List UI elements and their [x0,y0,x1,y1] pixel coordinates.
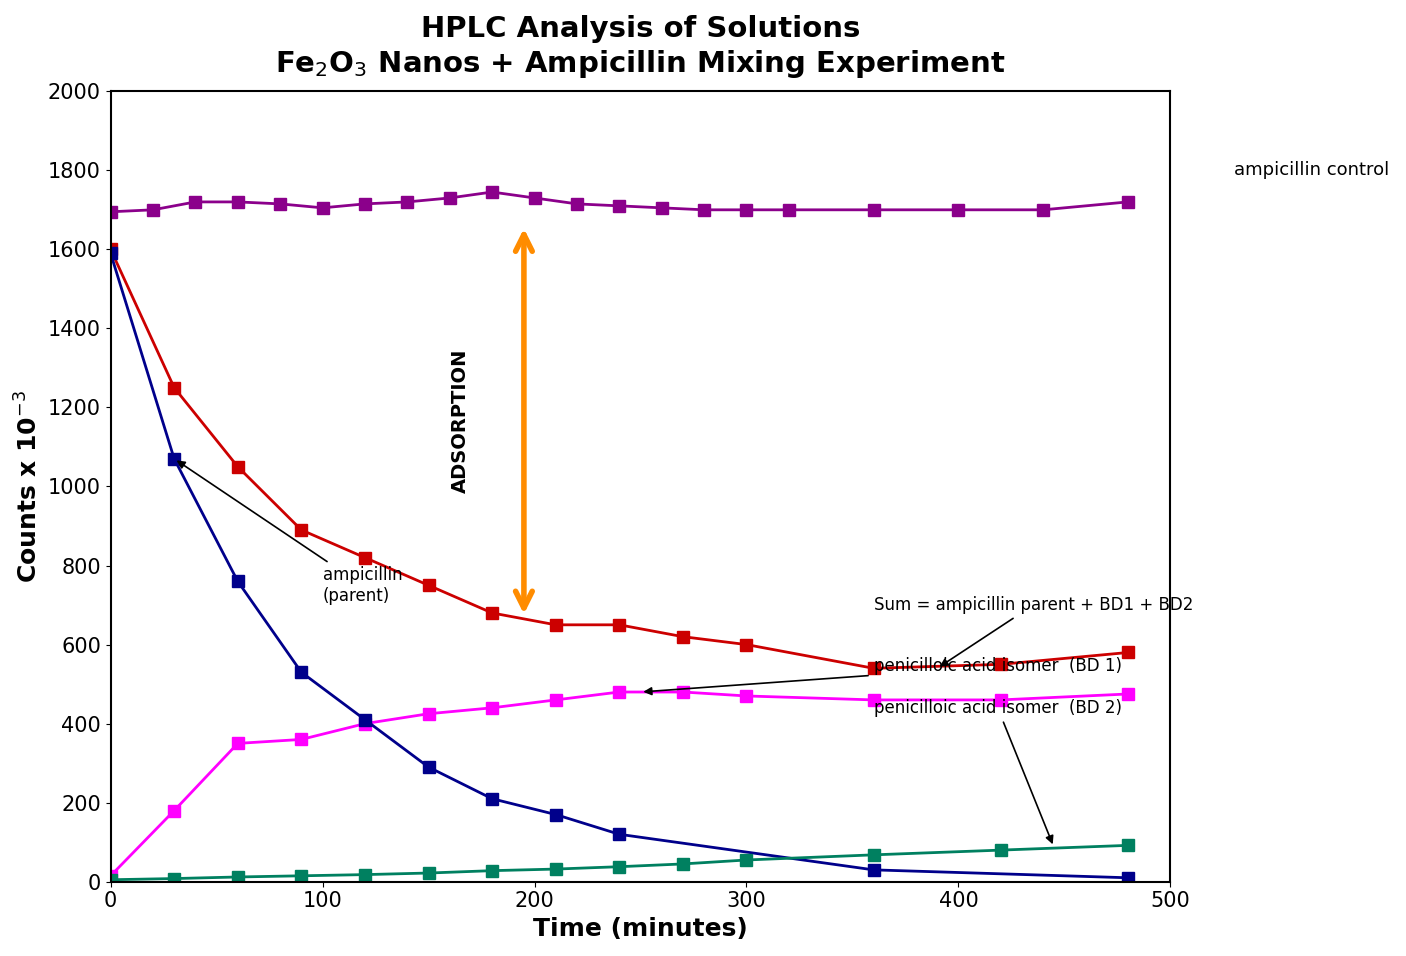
Title: HPLC Analysis of Solutions
Fe$_2$O$_3$ Nanos + Ampicillin Mixing Experiment: HPLC Analysis of Solutions Fe$_2$O$_3$ N… [276,15,1005,79]
Y-axis label: Counts x 10$^{-3}$: Counts x 10$^{-3}$ [15,390,42,583]
Text: ampicillin control: ampicillin control [1234,162,1389,180]
Text: penicilloic acid isomer  (BD 1): penicilloic acid isomer (BD 1) [645,658,1122,694]
Text: ADSORPTION: ADSORPTION [451,349,470,493]
Text: penicilloic acid isomer  (BD 2): penicilloic acid isomer (BD 2) [873,699,1122,842]
Text: ampicillin
(parent): ampicillin (parent) [179,462,402,605]
Text: Sum = ampicillin parent + BD1 + BD2: Sum = ampicillin parent + BD1 + BD2 [873,596,1194,665]
X-axis label: Time (minutes): Time (minutes) [533,917,748,941]
